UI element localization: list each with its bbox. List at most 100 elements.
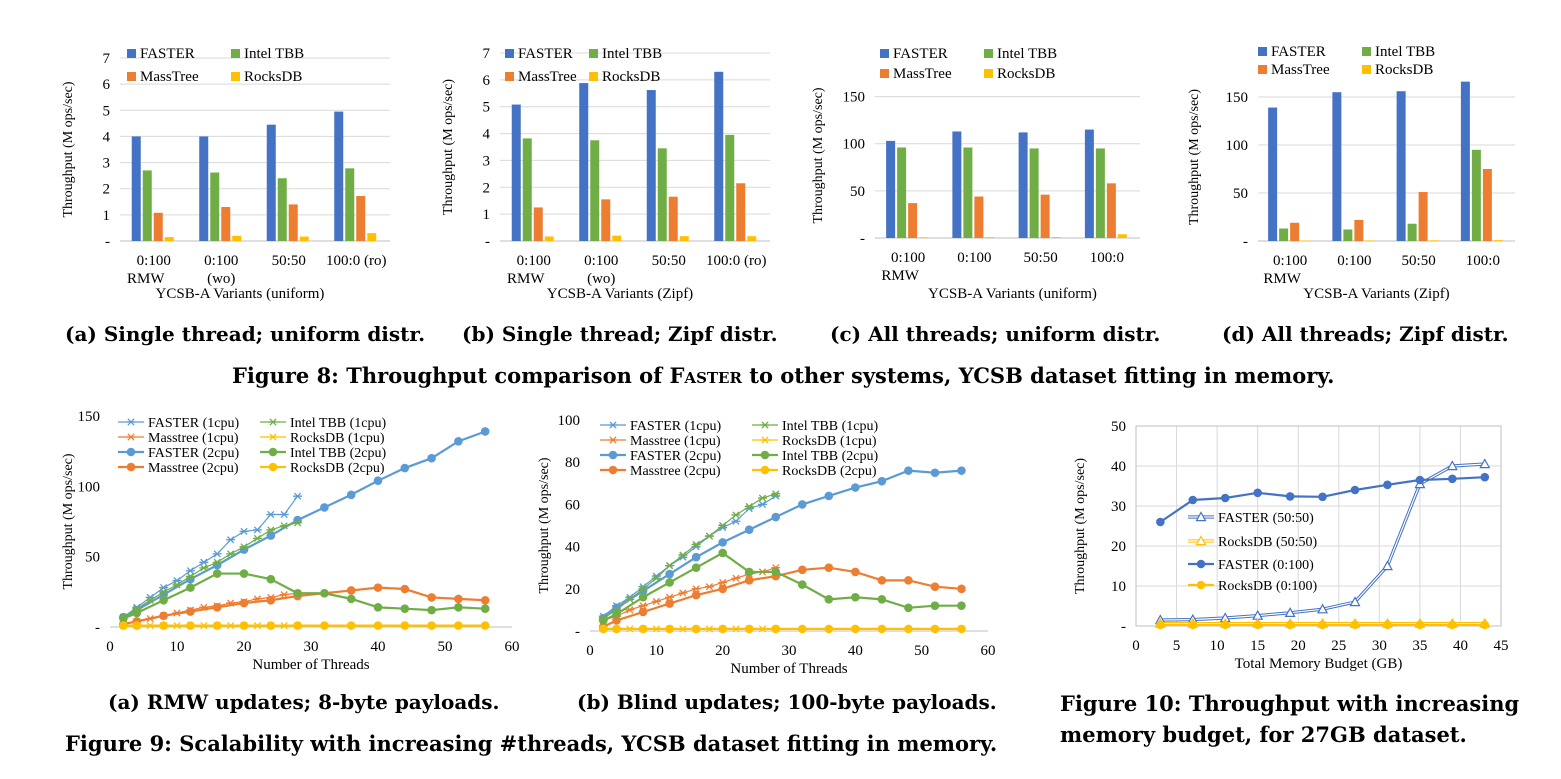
x-tick-label: 25	[1331, 638, 1346, 654]
point-rocksdb-2cpu	[638, 624, 648, 634]
point-rocksdb-2cpu	[400, 621, 410, 630]
point-faster-2cpu	[454, 437, 463, 446]
point-masstree-1cpu	[665, 593, 675, 601]
legend-label: RocksDB (2cpu)	[290, 461, 385, 476]
x-tick-label: 30	[304, 639, 319, 655]
legend-swatch	[231, 72, 240, 81]
y-tick-label: -	[860, 231, 865, 247]
point-masstree-1cpu	[704, 583, 714, 591]
fig8a-bar-chart: - 1 2 3 4 5 6 7 0:100 RMW 0:100 (wo) 50:50 100:0 (ro)…	[61, 46, 390, 302]
y-axis-title: Throughput (M ops/sec)	[61, 453, 76, 589]
x-tick-label: 35	[1412, 638, 1427, 654]
x-tick-label: 5	[1173, 638, 1181, 654]
bar-faster	[952, 131, 962, 238]
legend-swatch	[127, 72, 136, 81]
bar-masstree	[1290, 222, 1300, 241]
point-masstree-1cpu	[718, 578, 728, 587]
fig8c-subcaption: (c) All threads; uniform distr.	[830, 322, 1161, 346]
point-faster-50-50	[1349, 596, 1361, 607]
x-axis-title: YCSB-A Variants (uniform)	[156, 286, 325, 302]
fig8d-bar-chart: - 50 100 150 0:100 RMW 0:100 50:50 100:0 YCSB-A V…	[1187, 44, 1515, 302]
y-tick-label: 80	[565, 455, 580, 471]
point-rocksdb-2cpu	[239, 621, 249, 630]
point-intel-tbb-1cpu	[665, 561, 675, 570]
point-intel-tbb-1cpu	[212, 558, 222, 566]
point-faster-2cpu	[877, 476, 887, 486]
x-category-label: 0:100	[204, 253, 238, 269]
point-faster-2cpu	[771, 512, 781, 522]
fig8d-subcaption: (d) All threads; Zipf distr.	[1222, 322, 1509, 346]
point-rocksdb-0-100	[1415, 620, 1425, 630]
point-masstree-2cpu	[159, 611, 168, 621]
fig8-caption-suffix: to other systems, YCSB dataset fitting i…	[749, 363, 1335, 388]
bar-masstree	[1482, 169, 1492, 241]
point-intel-tbb-1cpu	[145, 596, 155, 604]
y-tick-label: 5	[103, 103, 111, 119]
fig8-caption-prefix: Figure 8: Throughput comparison of	[232, 363, 663, 388]
bar-masstree	[1418, 192, 1428, 241]
x-category-label: RMW	[881, 268, 919, 284]
y-tick-label: -	[1121, 619, 1126, 635]
y-tick-label: -	[105, 234, 110, 250]
point-intel-tbb-1cpu	[239, 543, 249, 551]
bar-rocksdb	[985, 237, 995, 239]
x-tick-label: 20	[237, 639, 252, 655]
legend-marker	[126, 433, 136, 441]
point-rocksdb-0-100	[1448, 620, 1457, 630]
legend-swatch	[1258, 47, 1267, 56]
point-rocksdb-0-100	[1253, 620, 1262, 630]
y-tick-label: 1	[103, 208, 111, 224]
point-intel-tbb-1cpu	[718, 521, 728, 530]
point-masstree-2cpu	[612, 616, 621, 625]
x-tick-label: 0	[1132, 638, 1140, 654]
fig8b-bar-chart: - 1 2 3 4 5 6 7 0:100 RMW 0:100 (wo) 50:50 100:0 (ro)…	[441, 46, 770, 302]
y-axis-title: Throughput (M ops/sec)	[811, 87, 826, 223]
x-category-label: 100:0	[1466, 253, 1500, 269]
x-category-label: RMW	[1263, 271, 1301, 287]
bar-intel-tbb	[657, 148, 667, 241]
point-masstree-2cpu	[186, 607, 195, 616]
bar-masstree	[601, 199, 611, 241]
bar-faster	[579, 83, 589, 241]
point-masstree-2cpu	[346, 586, 356, 595]
y-axis-title: Throughput (M ops/sec)	[537, 457, 552, 593]
y-tick-label: 3	[103, 156, 111, 172]
legend-swatch	[1362, 47, 1371, 56]
x-category-label: 50:50	[652, 253, 686, 269]
point-masstree-2cpu	[797, 565, 807, 575]
point-masstree-2cpu	[744, 576, 754, 585]
point-intel-tbb-2cpu	[132, 608, 142, 618]
point-intel-tbb-1cpu	[159, 588, 169, 596]
bar-masstree	[1354, 219, 1364, 241]
legend-label: RocksDB (2cpu)	[782, 464, 877, 479]
bar-rocksdb	[544, 236, 554, 241]
point-intel-tbb-2cpu	[400, 604, 410, 614]
x-tick-label: 20	[1291, 638, 1306, 654]
point-faster-50-50	[1446, 460, 1458, 471]
bar-masstree	[533, 207, 543, 241]
point-faster-2cpu	[346, 490, 356, 500]
point-intel-tbb-2cpu	[797, 580, 807, 589]
legend-label: RocksDB (1cpu)	[290, 431, 385, 446]
bar-rocksdb	[1051, 237, 1061, 239]
fig10-caption-line-1: Figure 10: Throughput with increasing	[1060, 691, 1520, 716]
y-tick-label: -	[485, 234, 490, 250]
chart-fig8d: - 50 100 150 0:100 RMW 0:100 50:50 100:0 YCSB-A V…	[1180, 38, 1540, 308]
point-faster-1cpu	[226, 536, 236, 544]
bar-masstree	[908, 203, 918, 238]
point-intel-tbb-2cpu	[877, 595, 887, 604]
bar-faster	[886, 140, 896, 238]
y-tick-label: 5	[483, 100, 491, 116]
legend-swatch	[984, 69, 993, 78]
bar-masstree	[736, 183, 746, 241]
legend-label: RocksDB	[244, 69, 302, 85]
point-faster-2cpu	[824, 491, 834, 501]
legend-swatch	[505, 72, 514, 81]
point-faster-0-100	[1480, 472, 1490, 482]
point-rocksdb-2cpu	[930, 624, 940, 634]
bar-rocksdb	[232, 235, 242, 241]
x-category-label: 0:100	[1273, 253, 1307, 269]
bar-rocksdb	[919, 237, 929, 239]
point-faster-0-100	[1318, 492, 1327, 502]
x-tick-label: 60	[505, 639, 520, 655]
